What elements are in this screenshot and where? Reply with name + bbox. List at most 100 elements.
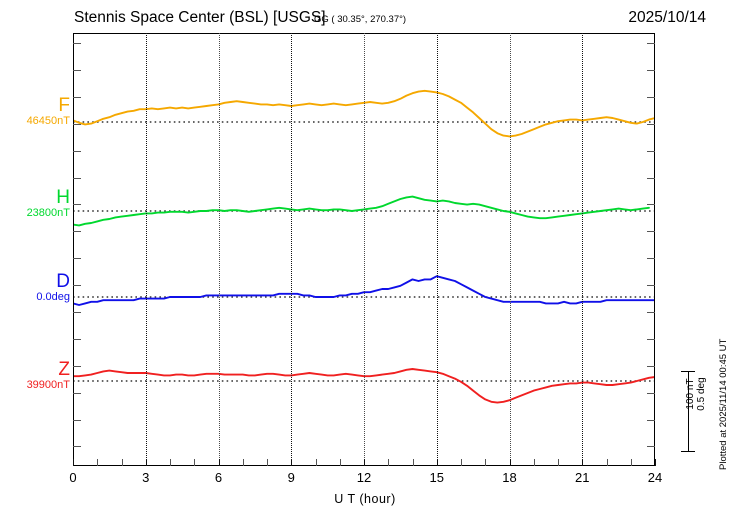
page-title: Stennis Space Center (BSL) [USGS] [74, 9, 326, 26]
x-tick-7 [242, 459, 244, 466]
y-tick-right [647, 97, 655, 98]
y-tick-right [647, 258, 655, 259]
gridline-hour-12 [364, 33, 365, 466]
x-tick-5 [194, 459, 196, 466]
gridline-hour-21 [582, 33, 584, 466]
x-tick-11 [339, 459, 341, 466]
x-tick-17 [485, 459, 487, 466]
date-label: 2025/10/14 [628, 9, 706, 26]
x-tick-22 [606, 459, 608, 466]
x-tick-3 [145, 459, 147, 466]
component-letter-z: Z [58, 359, 70, 380]
coordinate-system-label: GG ( 30.35°, 270.37°) [314, 14, 407, 25]
scale-bar-label: 100 nT 0.5 deg [685, 364, 707, 424]
scale-bar-nt: 100 nT [685, 378, 696, 410]
component-baseline-d: 0.0deg [36, 291, 70, 303]
y-tick-right [647, 339, 655, 340]
x-tick-23 [630, 459, 632, 466]
y-tick-left [73, 393, 81, 394]
x-tick-14 [412, 459, 414, 466]
component-letter-h: H [56, 187, 70, 208]
chart-header: Stennis Space Center (BSL) [USGS] GG ( 3… [0, 0, 730, 30]
scale-bar-deg: 0.5 deg [696, 377, 707, 411]
x-tick-label-24: 24 [647, 470, 663, 485]
gridline-hour-18 [509, 33, 511, 466]
y-tick-left [73, 43, 81, 44]
y-tick-right [647, 204, 655, 205]
y-tick-left [73, 258, 81, 259]
component-label-d: D 0.0deg [8, 272, 70, 304]
y-tick-right [647, 312, 655, 313]
y-tick-left [73, 151, 81, 152]
y-tick-right [647, 178, 655, 179]
y-tick-left [73, 285, 81, 286]
y-tick-left [73, 231, 81, 232]
x-tick-label-18: 18 [502, 470, 517, 485]
gridline-hour-15 [436, 33, 438, 466]
y-tick-right [647, 70, 655, 71]
trace-h [73, 195, 650, 227]
y-tick-left [73, 339, 81, 340]
y-tick-left [73, 420, 81, 421]
x-tick-1 [97, 459, 99, 466]
x-tick-8 [267, 459, 268, 466]
component-baseline-f: 46450nT [26, 115, 70, 127]
component-letter-f: F [58, 95, 70, 116]
y-tick-left [73, 312, 81, 313]
scale-bar [688, 371, 689, 451]
scale-bar-top-cap [681, 371, 695, 372]
y-tick-left [73, 178, 81, 179]
x-tick-label-9: 9 [287, 470, 295, 485]
x-tick-16 [461, 459, 462, 466]
component-baseline-h: 23800nT [26, 207, 70, 219]
x-tick-label-3: 3 [142, 470, 150, 485]
gridline-hour-3 [145, 33, 147, 466]
x-tick-label-6: 6 [214, 470, 223, 485]
y-tick-right [647, 366, 655, 367]
x-tick-4 [170, 459, 171, 466]
x-tick-label-15: 15 [429, 470, 444, 485]
x-tick-label-21: 21 [575, 470, 590, 485]
gridline-hour-9 [291, 33, 293, 466]
x-tick-13 [388, 459, 390, 466]
y-tick-left [73, 97, 81, 98]
y-tick-left [73, 366, 81, 367]
x-tick-15 [436, 459, 438, 466]
x-axis-title: U T (hour) [0, 492, 730, 506]
y-tick-right [647, 43, 655, 44]
y-tick-right [647, 151, 655, 152]
x-tick-label-12: 12 [356, 470, 372, 485]
x-tick-9 [291, 459, 293, 466]
x-tick-18 [509, 459, 511, 466]
x-tick-20 [558, 459, 559, 466]
component-label-z: Z 39900nT [8, 360, 70, 392]
x-tick-12 [364, 459, 365, 466]
y-tick-left [73, 446, 81, 447]
scale-bar-bottom-cap [681, 451, 695, 452]
component-label-f: F 46450nT [8, 96, 70, 128]
y-tick-right [647, 420, 655, 421]
gridline-hour-6 [218, 33, 220, 466]
y-tick-left [73, 124, 81, 125]
y-tick-right [647, 285, 655, 286]
x-tick-0 [73, 459, 74, 466]
x-tick-6 [218, 459, 220, 466]
x-tick-19 [533, 459, 535, 466]
y-tick-right [647, 446, 655, 447]
plotted-at-stamp: Plotted at 2025/11/14 00:45 UT [718, 338, 729, 470]
component-letter-d: D [56, 271, 70, 292]
y-tick-right [647, 393, 655, 394]
component-baseline-z: 39900nT [26, 379, 70, 391]
component-label-h: H 23800nT [8, 188, 70, 220]
x-axis-title-text: U T (hour) [334, 492, 396, 506]
x-tick-label-0: 0 [69, 470, 77, 485]
y-tick-right [647, 231, 655, 232]
x-tick-10 [315, 459, 317, 466]
y-tick-right [647, 124, 655, 125]
y-tick-left [73, 70, 81, 71]
x-tick-2 [121, 459, 123, 466]
x-tick-24 [655, 459, 656, 466]
y-tick-left [73, 204, 81, 205]
x-tick-21 [582, 459, 584, 466]
